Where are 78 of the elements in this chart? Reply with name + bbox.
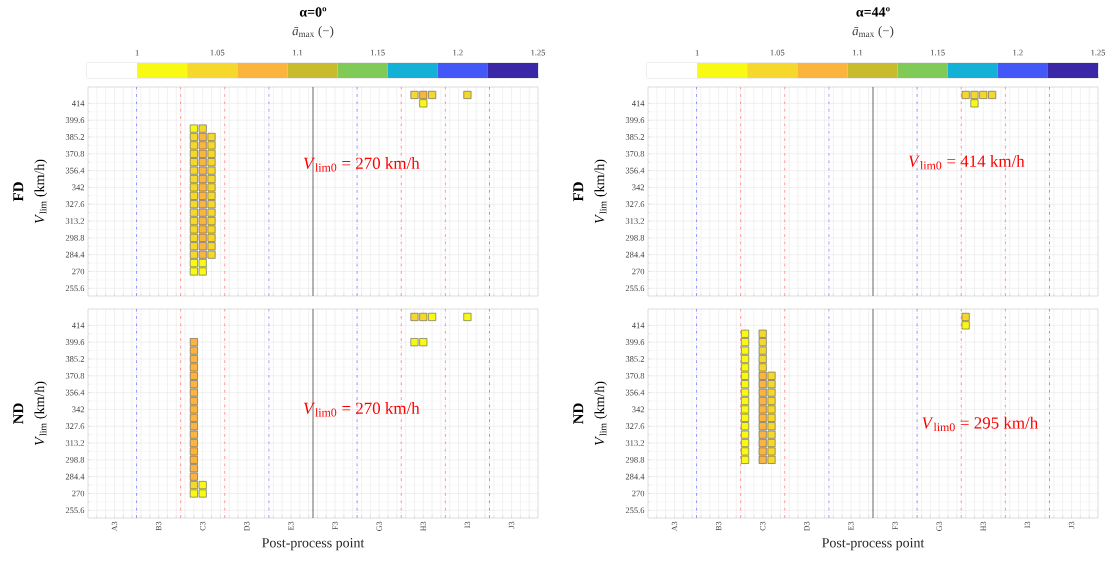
y-tick-label: 342 xyxy=(632,184,645,191)
y-tick-label: 399.6 xyxy=(65,339,85,346)
y-tick-label: 356.4 xyxy=(625,389,645,396)
y-tick-label: 414 xyxy=(631,100,645,107)
y-tick-label: 342 xyxy=(72,406,85,413)
y-tick-label: 342 xyxy=(632,406,645,413)
y-tick-label: 298.8 xyxy=(65,456,85,463)
y-axis-title: V$_{lim}$ (km/h) xyxy=(594,381,608,446)
y-tick-label: 284.4 xyxy=(65,251,85,258)
y-tick-label: 414 xyxy=(631,322,645,329)
y-axis-title: V$_{lim}$ (km/h) xyxy=(34,159,48,224)
color-bar-label: 1.2 xyxy=(453,49,463,56)
annotation: V$_{lim0}$ = 270 km/h xyxy=(303,157,420,172)
y-tick-label: 255.6 xyxy=(65,285,85,292)
y-tick-label: 356.4 xyxy=(625,167,645,174)
color-bar-label: 1.15 xyxy=(931,49,945,56)
y-tick-label: 414 xyxy=(71,322,85,329)
color-bar-label: 1.2 xyxy=(1013,49,1023,56)
text: ND xyxy=(573,403,584,425)
y-tick-label: 255.6 xyxy=(65,507,85,514)
text: FD xyxy=(13,182,24,202)
color-bar-title: ā$_{max}$ (−) xyxy=(292,26,334,38)
color-bar-label: 1.05 xyxy=(770,49,785,56)
y-tick-label: 370.8 xyxy=(625,150,645,157)
y-tick-label: 298.8 xyxy=(625,234,645,241)
annotation: V$_{lim0}$ = 270 km/h xyxy=(303,402,420,417)
y-tick-label: 270 xyxy=(72,268,85,275)
y-tick-label: 385.2 xyxy=(625,134,645,140)
y-tick-label: 414 xyxy=(71,100,85,107)
y-tick-label: 313.2 xyxy=(625,440,645,446)
y-axis-title: V$_{lim}$ (km/h) xyxy=(34,381,48,446)
chart-title: α=0º xyxy=(299,7,327,17)
y-tick-label: 313.2 xyxy=(625,218,645,224)
y-tick-label: 270 xyxy=(632,490,645,497)
annotation: V$_{lim0}$ = 414 km/h xyxy=(908,155,1025,170)
y-tick-label: 370.8 xyxy=(625,372,645,379)
color-bar-label: 1.25 xyxy=(1091,49,1106,56)
text: ND xyxy=(13,403,24,425)
y-tick-label: 298.8 xyxy=(65,234,85,241)
y-tick-label: 255.6 xyxy=(625,507,645,514)
y-tick-label: 313.2 xyxy=(65,218,85,224)
y-tick-label: 370.8 xyxy=(65,150,85,157)
y-tick-label: 270 xyxy=(632,268,645,275)
y-tick-label: 370.8 xyxy=(65,372,85,379)
y-tick-label: 313.2 xyxy=(65,440,85,446)
y-tick-label: 284.4 xyxy=(625,251,645,258)
color-bar-label: 1 xyxy=(695,49,699,56)
color-bar-label: 1.15 xyxy=(370,49,385,56)
y-tick-label: 385.2 xyxy=(65,134,85,140)
y-tick-label: 327.6 xyxy=(65,423,85,430)
y-tick-label: 385.2 xyxy=(65,356,85,362)
annotation: V$_{lim0}$ = 295 km/h xyxy=(922,416,1038,432)
color-bar-label: 1.1 xyxy=(852,49,863,56)
y-tick-label: 356.4 xyxy=(65,167,85,174)
color-bar-label: 1.05 xyxy=(210,49,225,56)
color-bar-label: 1.1 xyxy=(292,49,303,56)
y-tick-label: 356.4 xyxy=(65,389,85,396)
y-tick-label: 284.4 xyxy=(625,473,645,480)
text: FD xyxy=(573,182,584,202)
y-tick-label: 399.6 xyxy=(625,117,645,124)
y-tick-label: 255.6 xyxy=(625,285,645,292)
y-tick-label: 327.6 xyxy=(65,201,85,208)
y-tick-label: 298.8 xyxy=(625,456,645,463)
chart-title: α=44º xyxy=(856,7,890,17)
y-tick-label: 342 xyxy=(72,184,85,191)
x-axis-title: Post-process point xyxy=(262,538,365,551)
y-tick-label: 327.6 xyxy=(625,423,645,430)
y-tick-label: 284.4 xyxy=(65,473,85,480)
y-axis-title: V$_{lim}$ (km/h) xyxy=(594,159,608,224)
color-bar-label: 1.25 xyxy=(531,49,546,56)
color-bar-label: 1 xyxy=(135,49,139,56)
y-tick-label: 399.6 xyxy=(65,117,85,124)
y-tick-label: 327.6 xyxy=(625,201,645,208)
y-tick-label: 385.2 xyxy=(625,356,645,362)
y-tick-label: 270 xyxy=(72,490,85,497)
y-tick-label: 399.6 xyxy=(625,339,645,346)
x-axis-title: Post-process point xyxy=(822,538,925,551)
color-bar-title: ā$_{max}$ (−) xyxy=(852,26,894,38)
